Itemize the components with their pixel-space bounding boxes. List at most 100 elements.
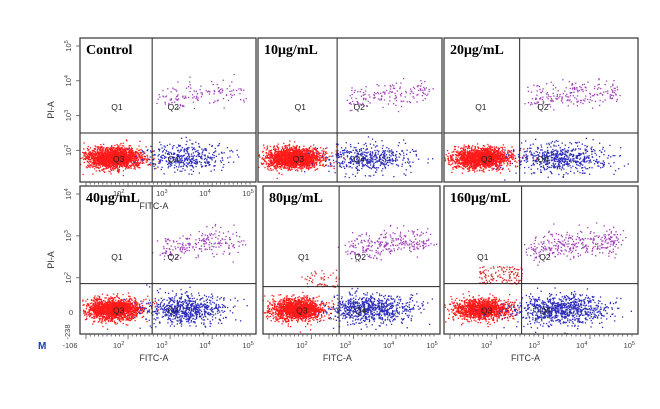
event-point-q3: [136, 155, 138, 157]
event-point-q4: [327, 157, 329, 159]
event-point-q3: [283, 167, 286, 169]
event-point-q3: [290, 153, 292, 155]
event-point-q3: [324, 157, 326, 159]
event-point-q4: [214, 151, 216, 153]
event-point-q3: [284, 162, 286, 164]
event-point-q4: [157, 166, 159, 168]
event-point-q2: [165, 95, 168, 97]
event-point-q4: [205, 148, 207, 150]
event-point-q3: [288, 160, 290, 162]
event-point-q4: [180, 166, 182, 168]
event-point-q4: [393, 160, 395, 162]
event-point-q3: [133, 165, 135, 167]
event-point-q3: [109, 164, 111, 167]
event-point-q4: [382, 168, 384, 170]
event-point-q3: [118, 149, 121, 151]
event-point-q4: [179, 170, 181, 172]
event-point-q3: [289, 169, 291, 171]
event-point-q3: [284, 164, 286, 167]
event-point-q3: [104, 152, 106, 154]
event-point-q3: [322, 151, 325, 154]
event-point-q3: [144, 157, 146, 159]
event-point-q4: [211, 159, 213, 161]
event-point-q3: [310, 162, 312, 165]
event-point-q3: [286, 158, 289, 161]
event-point-q3: [84, 153, 86, 155]
event-point-q3: [97, 156, 99, 158]
event-point-q3: [133, 153, 135, 155]
event-point-q2: [182, 96, 184, 98]
event-point-q3: [281, 173, 283, 176]
event-point-q4: [152, 163, 154, 165]
event-point-q4: [232, 151, 234, 153]
event-point-q3: [97, 160, 99, 162]
event-point-q3: [274, 160, 276, 162]
event-point-q4: [152, 159, 154, 161]
event-point-q3: [289, 147, 291, 149]
event-point-q4: [200, 164, 202, 166]
event-point-q3: [134, 166, 136, 168]
event-point-q3: [298, 158, 300, 161]
event-point-q4: [193, 159, 195, 161]
event-point-q3: [307, 150, 309, 152]
event-point-q3: [115, 160, 117, 162]
event-point-q2: [189, 90, 191, 93]
event-point-q3: [310, 154, 312, 156]
event-point-q2: [216, 100, 219, 102]
event-point-q3: [99, 164, 101, 167]
event-point-q3: [281, 165, 284, 167]
event-point-q4: [365, 142, 367, 144]
event-point-q3: [309, 156, 311, 158]
event-point-q3: [305, 160, 307, 162]
event-point-q4: [163, 173, 165, 175]
event-point-q4: [163, 156, 166, 158]
event-point-q3: [288, 156, 290, 158]
event-point-q3: [288, 143, 291, 146]
event-point-q3: [124, 156, 126, 158]
event-point-q3: [274, 152, 276, 154]
event-point-q4: [161, 157, 164, 159]
event-point-q3: [292, 159, 294, 162]
event-point-q4: [412, 161, 414, 163]
event-point-q4: [364, 157, 366, 159]
event-point-q3: [267, 154, 269, 156]
event-point-q3: [288, 150, 290, 152]
event-point-q3: [82, 157, 84, 159]
event-point-q3: [134, 168, 136, 170]
event-point-q4: [204, 154, 206, 156]
event-point-q4: [194, 162, 197, 164]
event-point-q4: [141, 160, 143, 162]
event-point-q4: [307, 152, 310, 154]
event-point-q3: [128, 150, 131, 152]
event-point-q4: [229, 156, 231, 158]
event-point-q4: [163, 148, 166, 150]
event-point-q3: [274, 166, 276, 168]
event-point-q3: [131, 163, 133, 165]
event-point-q4: [382, 155, 385, 157]
event-point-q3: [136, 161, 139, 163]
event-point-q3: [301, 170, 303, 172]
event-point-q3: [278, 147, 280, 149]
event-point-q3: [299, 166, 301, 168]
event-point-q4: [369, 159, 371, 161]
event-point-q3: [119, 148, 121, 150]
event-point-q4: [205, 149, 208, 152]
event-point-q3: [101, 159, 103, 162]
event-point-q3: [119, 150, 121, 152]
event-point-q3: [117, 169, 119, 171]
event-point-q3: [302, 148, 304, 150]
event-point-q3: [283, 142, 285, 145]
event-point-q4: [182, 165, 184, 167]
event-point-q4: [376, 145, 378, 147]
event-point-q3: [119, 152, 121, 154]
event-point-q3: [115, 164, 117, 166]
event-point-q3: [115, 166, 117, 168]
event-point-q3: [286, 159, 289, 162]
event-point-q3: [269, 150, 271, 152]
event-point-q3: [318, 154, 320, 156]
event-point-q4: [215, 150, 217, 152]
event-point-q3: [313, 148, 315, 150]
event-point-q3: [94, 160, 96, 162]
event-point-q3: [89, 160, 91, 163]
